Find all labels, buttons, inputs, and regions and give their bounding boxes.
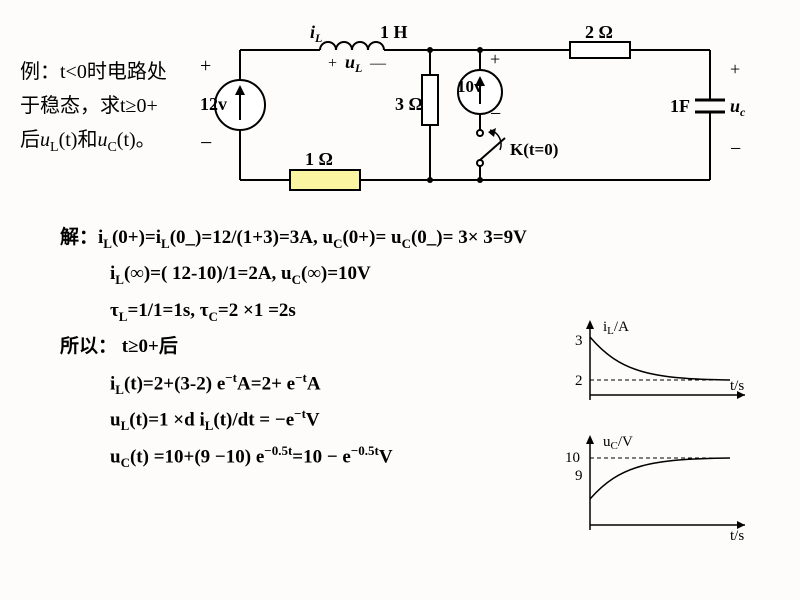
sol-line2: iL(∞)=( 12-10)/1=2A, uC(∞)=10V — [60, 256, 527, 292]
problem-line1: 例：t<0时电路处 — [20, 55, 167, 89]
graph-uC-ymin: 9 — [575, 468, 583, 484]
solution-block: 解：iL(0+)=iL(0_)=12/(1+3)=3A, uC(0+)= uC(… — [60, 220, 527, 476]
label-uc: uc — [730, 96, 746, 119]
12v-minus: − — [200, 130, 212, 155]
circuit-diagram: iL 1 H + uL — 2 Ω 12v + − 3 Ω 10v + − K(… — [200, 20, 760, 200]
sol-line7: uC(t) =10+(9 −10) e−0.5t=10 − e−0.5tV — [60, 439, 527, 476]
graph-uC-ymax: 10 — [565, 450, 580, 466]
10v-minus: − — [490, 103, 501, 125]
graph-iL-ylabel: iL/A — [603, 319, 629, 337]
uc-minus: − — [730, 138, 741, 160]
sol-line6: uL(t)=1 ×d iL(t)/dt = −e−tV — [60, 402, 527, 439]
graph-uC-curve — [590, 458, 730, 499]
resistor-1ohm — [290, 170, 360, 190]
label-uL: uL — [345, 52, 362, 75]
label-2ohm: 2 Ω — [585, 22, 613, 42]
label-1H: 1 H — [380, 22, 408, 42]
problem-line2: 于稳态，求t≥0+ — [20, 89, 167, 123]
graph-uC: uC/V t/s 10 9 — [555, 430, 755, 550]
label-12v: 12v — [200, 94, 227, 114]
uL-plus: + — [328, 55, 337, 72]
graph-uC-xlabel: t/s — [730, 528, 744, 544]
sol-line1: 解：iL(0+)=iL(0_)=12/(1+3)=3A, uC(0+)= uC(… — [60, 220, 527, 256]
graph-iL-ymax: 3 — [575, 333, 583, 349]
uL-minus: — — [369, 55, 387, 72]
label-1ohm: 1 Ω — [305, 149, 333, 169]
graph-iL-xlabel: t/s — [730, 378, 744, 394]
sol-line4: 所以： t≥0+后 — [60, 329, 527, 365]
label-10v: 10v — [457, 77, 483, 96]
label-1F: 1F — [670, 96, 690, 116]
10v-plus: + — [490, 49, 500, 69]
graph-iL-ymin: 2 — [575, 373, 583, 389]
graph-uC-ylabel: uC/V — [603, 434, 633, 452]
12v-plus: + — [200, 55, 211, 77]
label-iL: iL — [310, 22, 322, 45]
problem-statement: 例：t<0时电路处 于稳态，求t≥0+ 后uL(t)和uC(t)。 — [20, 55, 167, 160]
sol-line5: iL(t)=2+(3-2) e−tA=2+ e−tA — [60, 366, 527, 403]
graph-iL-curve — [590, 337, 730, 380]
circuit-svg: iL 1 H + uL — 2 Ω 12v + − 3 Ω 10v + − K(… — [200, 20, 760, 210]
resistor-3ohm — [422, 75, 438, 125]
uc-plus: + — [730, 59, 740, 79]
label-switch: K(t=0) — [510, 140, 558, 159]
problem-line3: 后uL(t)和uC(t)。 — [20, 123, 167, 160]
resistor-2ohm — [570, 42, 630, 58]
label-3ohm: 3 Ω — [395, 94, 423, 114]
sol-line3: τL=1/1=1s, τC=2 ×1 =2s — [60, 293, 527, 329]
graph-iL: iL/A t/s 3 2 — [555, 315, 755, 415]
